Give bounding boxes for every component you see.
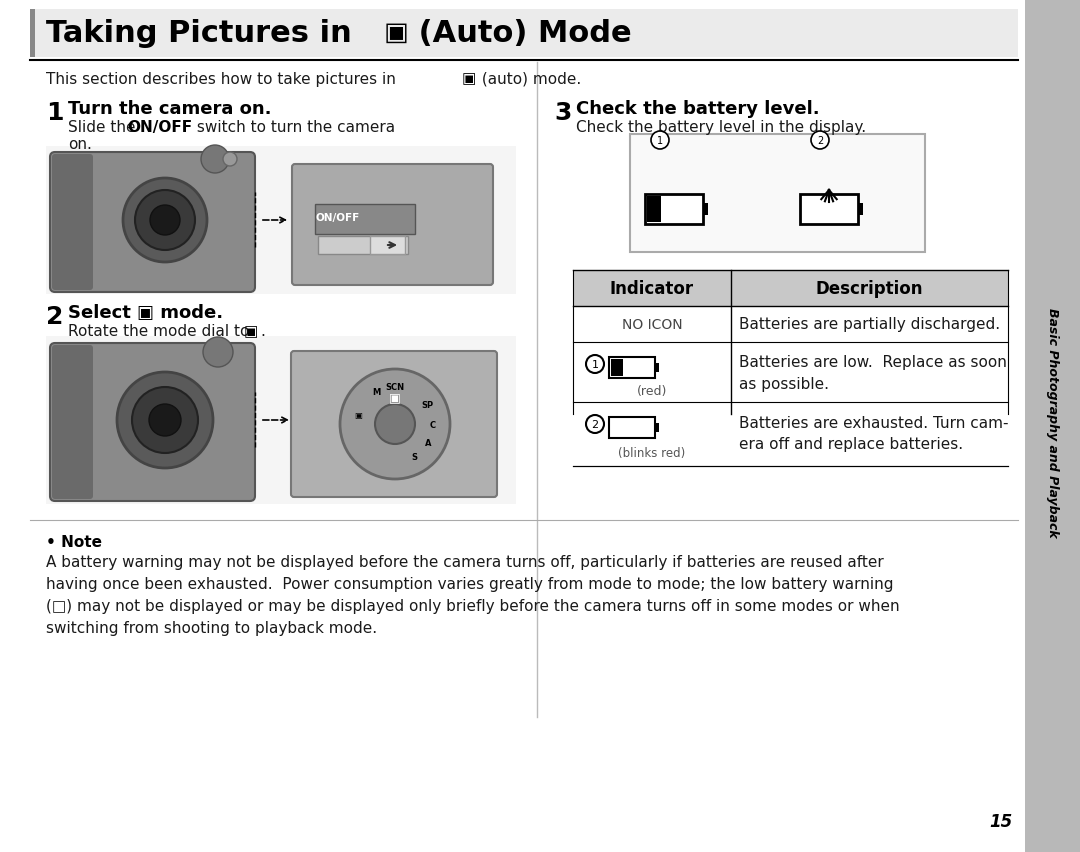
- Text: ON/OFF: ON/OFF: [127, 120, 192, 135]
- Circle shape: [149, 405, 181, 436]
- Text: Check the battery level in the display.: Check the battery level in the display.: [576, 120, 866, 135]
- Bar: [46, 147, 516, 295]
- Text: 2: 2: [46, 305, 64, 329]
- Text: mode.: mode.: [154, 303, 224, 321]
- Bar: [800, 195, 858, 225]
- Circle shape: [117, 372, 213, 469]
- Text: Rotate the mode dial to: Rotate the mode dial to: [68, 324, 254, 338]
- Bar: [858, 204, 863, 216]
- Text: switching from shooting to playback mode.: switching from shooting to playback mode…: [46, 620, 377, 636]
- Bar: [30, 10, 35, 58]
- FancyBboxPatch shape: [50, 153, 255, 292]
- Text: Batteries are partially discharged.: Batteries are partially discharged.: [739, 317, 1000, 332]
- Text: A battery warning may not be displayed before the camera turns off, particularly: A battery warning may not be displayed b…: [46, 555, 883, 569]
- FancyBboxPatch shape: [52, 346, 93, 499]
- FancyBboxPatch shape: [292, 164, 492, 285]
- Circle shape: [222, 153, 237, 167]
- Text: 1: 1: [592, 360, 598, 370]
- Text: M: M: [372, 387, 380, 396]
- FancyBboxPatch shape: [291, 352, 497, 498]
- Bar: [654, 364, 659, 372]
- Circle shape: [586, 355, 604, 373]
- Circle shape: [586, 416, 604, 434]
- Text: Batteries are low.  Replace as soon: Batteries are low. Replace as soon: [739, 355, 1007, 370]
- Text: 1: 1: [657, 135, 663, 146]
- Bar: [1025, 0, 1080, 852]
- Circle shape: [201, 146, 229, 174]
- Text: 3: 3: [554, 101, 571, 125]
- Bar: [630, 135, 924, 253]
- Text: (blinks red): (blinks red): [619, 446, 686, 459]
- Text: ON/OFF: ON/OFF: [316, 213, 361, 222]
- Text: NO ICON: NO ICON: [622, 318, 683, 331]
- Text: having once been exhausted.  Power consumption varies greatly from mode to mode;: having once been exhausted. Power consum…: [46, 576, 893, 591]
- Text: ▣: ▣: [389, 391, 401, 404]
- Text: Description: Description: [815, 279, 922, 297]
- Text: Batteries are exhausted. Turn cam-: Batteries are exhausted. Turn cam-: [739, 415, 1009, 430]
- Circle shape: [132, 388, 198, 453]
- Bar: [370, 237, 405, 255]
- Text: Slide the: Slide the: [68, 120, 140, 135]
- Circle shape: [150, 206, 180, 236]
- Text: • Note: • Note: [46, 534, 102, 550]
- Text: (□) may not be displayed or may be displayed only briefly before the camera turn: (□) may not be displayed or may be displ…: [46, 598, 900, 613]
- Bar: [609, 358, 654, 378]
- Text: This section describes how to take pictures in: This section describes how to take pictu…: [46, 72, 401, 86]
- Text: on.: on.: [68, 137, 92, 152]
- Circle shape: [203, 337, 233, 367]
- Text: switch to turn the camera: switch to turn the camera: [192, 120, 395, 135]
- Text: Basic Photography and Playback: Basic Photography and Playback: [1045, 308, 1058, 538]
- FancyBboxPatch shape: [50, 343, 255, 502]
- FancyBboxPatch shape: [52, 155, 93, 291]
- Text: ▣: ▣: [244, 324, 258, 338]
- Bar: [318, 237, 408, 255]
- Text: Taking Pictures in: Taking Pictures in: [46, 19, 363, 48]
- Circle shape: [340, 370, 450, 480]
- Circle shape: [135, 191, 195, 250]
- Bar: [30, 10, 1018, 58]
- Text: ▣: ▣: [354, 410, 362, 419]
- Bar: [315, 204, 415, 234]
- Bar: [611, 360, 623, 377]
- Text: S: S: [411, 453, 417, 462]
- Text: Turn the camera on.: Turn the camera on.: [68, 100, 271, 118]
- Text: (Auto) Mode: (Auto) Mode: [408, 19, 632, 48]
- Circle shape: [123, 179, 207, 262]
- Bar: [609, 417, 654, 439]
- Circle shape: [375, 405, 415, 445]
- Bar: [703, 204, 708, 216]
- Text: Check the battery level.: Check the battery level.: [576, 100, 820, 118]
- Text: Select: Select: [68, 303, 137, 321]
- Text: C: C: [430, 420, 436, 429]
- Bar: [645, 195, 703, 225]
- Text: era off and replace batteries.: era off and replace batteries.: [739, 437, 963, 452]
- Bar: [647, 197, 661, 222]
- Text: ▣: ▣: [462, 72, 476, 86]
- Text: 15: 15: [989, 812, 1013, 830]
- Text: ▣: ▣: [384, 20, 409, 46]
- Text: as possible.: as possible.: [739, 377, 829, 392]
- Text: ▣: ▣: [136, 303, 153, 321]
- Text: 2: 2: [592, 419, 598, 429]
- Text: 2: 2: [816, 135, 823, 146]
- Text: SP: SP: [422, 401, 434, 410]
- Circle shape: [811, 132, 829, 150]
- Text: (red): (red): [637, 384, 667, 397]
- Text: .: .: [260, 324, 265, 338]
- Bar: [46, 337, 516, 504]
- Text: SCN: SCN: [386, 382, 405, 391]
- Text: (auto) mode.: (auto) mode.: [477, 72, 581, 86]
- Text: 1: 1: [46, 101, 64, 125]
- Circle shape: [651, 132, 669, 150]
- Bar: [573, 271, 1008, 307]
- Bar: [654, 423, 659, 433]
- Text: Indicator: Indicator: [610, 279, 694, 297]
- Text: A: A: [424, 439, 431, 448]
